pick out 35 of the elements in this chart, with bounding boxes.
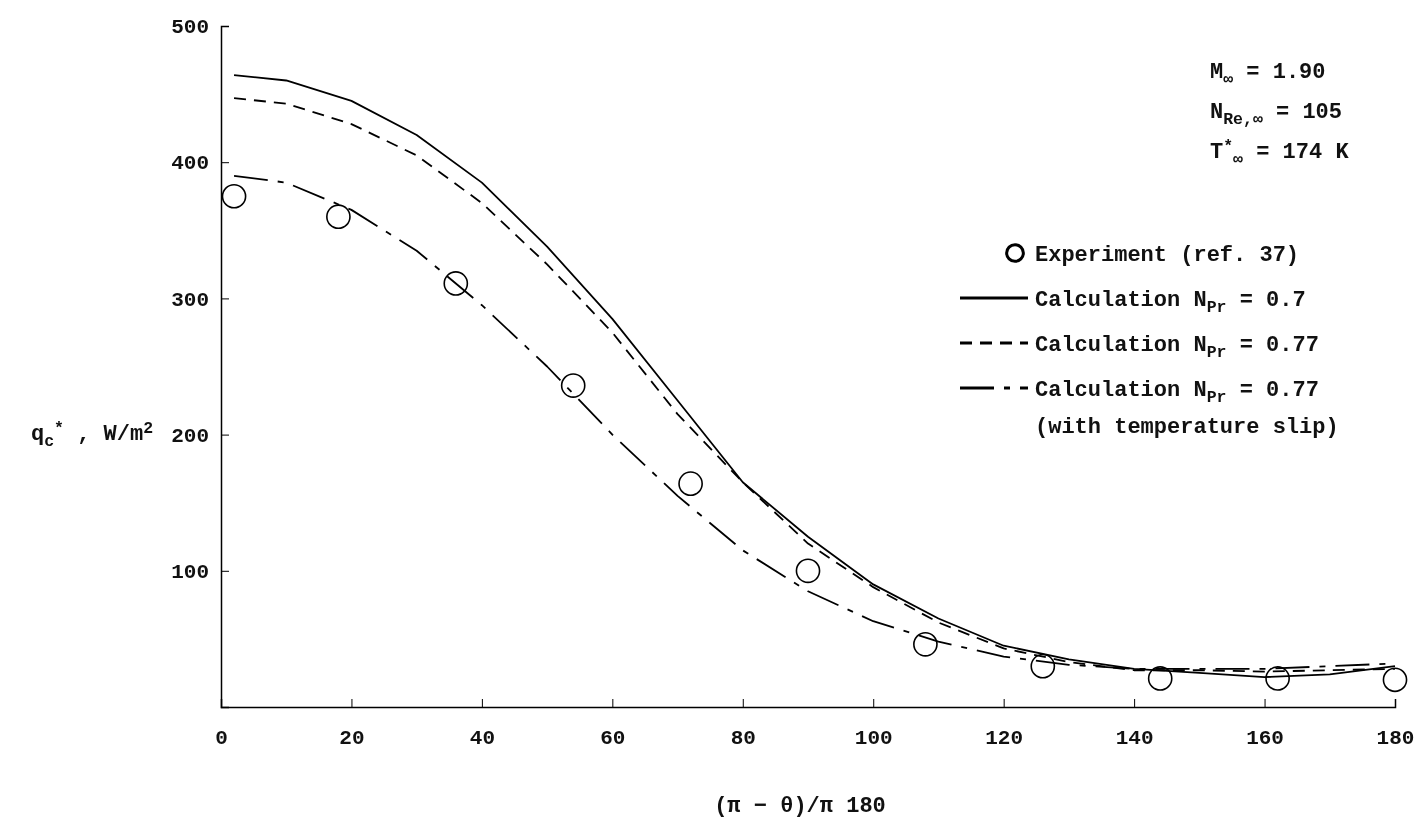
point bbox=[795, 558, 821, 584]
point bbox=[1030, 653, 1056, 679]
x-tick-label: 60 bbox=[600, 726, 626, 750]
y-tick-label: 300 bbox=[171, 288, 209, 312]
point bbox=[560, 373, 586, 398]
annotation: T$^{*}$$_{∞}$ = 174 K bbox=[1210, 137, 1350, 169]
legend-label: Calculation N$_{Pr}$ = 0.77 (with temperature slip) bbox=[1035, 378, 1339, 440]
x-tick-label: 80 bbox=[730, 726, 756, 750]
x-tick-label: 40 bbox=[469, 726, 495, 750]
x-tick-label: 100 bbox=[854, 726, 893, 750]
point bbox=[221, 183, 247, 209]
point bbox=[1147, 666, 1173, 691]
y-tick-label: 400 bbox=[171, 152, 209, 176]
annotation: N$_{Re,∞}$ = 105 bbox=[1210, 100, 1343, 129]
legend-label: Experiment (ref. 37) bbox=[1035, 243, 1300, 268]
x-tick-label: 140 bbox=[1115, 726, 1154, 750]
x-tick-label: 0 bbox=[215, 726, 228, 750]
annotation: M$_{∞}$ = 1.90 bbox=[1210, 60, 1326, 89]
y-tick-label: 200 bbox=[171, 424, 209, 448]
x-tick-label: 160 bbox=[1246, 726, 1284, 750]
y-tick-label: 500 bbox=[171, 16, 209, 40]
point bbox=[326, 204, 351, 230]
legend-label: Calculation N$_{Pr}$ = 0.7 bbox=[1035, 288, 1306, 317]
point bbox=[913, 632, 938, 657]
x-tick-label: 120 bbox=[985, 726, 1024, 750]
point bbox=[678, 471, 703, 496]
y-tick-label: 100 bbox=[171, 561, 209, 585]
x-tick-label: 20 bbox=[339, 726, 365, 750]
point bbox=[443, 271, 469, 296]
x-tick-label: 180 bbox=[1376, 726, 1415, 750]
legend-label: Calculation N$_{Pr}$ = 0.77 bbox=[1035, 333, 1319, 362]
y-axis-title: q$_{c}$$^{*}$ , W/m$^{2}$ bbox=[30, 419, 154, 451]
x-axis-title: (π − θ)/π 180 bbox=[714, 794, 886, 819]
point bbox=[1382, 667, 1408, 693]
point bbox=[1265, 666, 1290, 691]
